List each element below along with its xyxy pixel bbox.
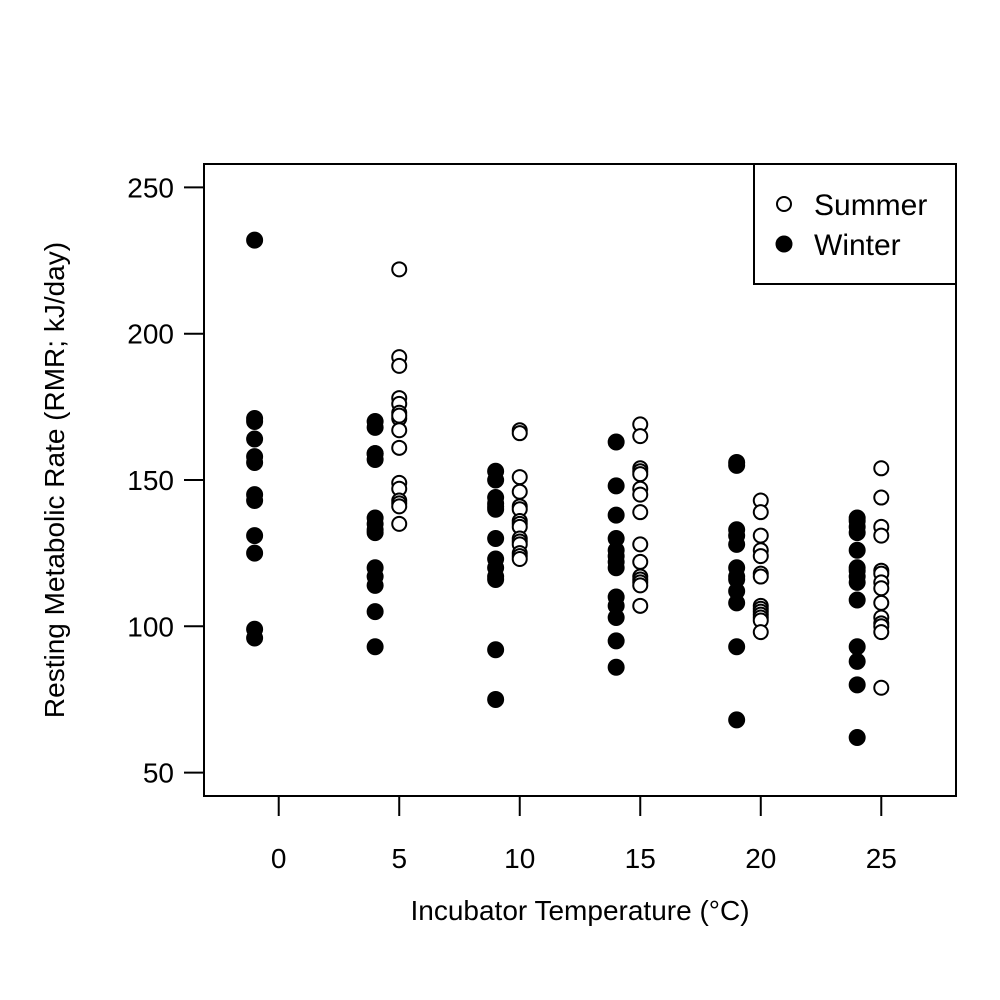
winter-point xyxy=(487,570,505,588)
legend-summer-label: Summer xyxy=(814,189,927,222)
winter-point xyxy=(246,430,264,448)
winter-point xyxy=(848,541,866,559)
winter-point xyxy=(848,676,866,694)
x-axis: 0 5 10 15 20 25 xyxy=(271,796,897,874)
winter-point xyxy=(607,559,625,577)
y-tick-label: 250 xyxy=(127,172,174,203)
summer-point xyxy=(632,536,649,553)
x-tick-label: 25 xyxy=(866,843,897,874)
summer-point xyxy=(391,498,408,515)
winter-point xyxy=(246,629,264,647)
summer-point xyxy=(873,527,890,544)
winter-point xyxy=(607,609,625,627)
legend-summer-marker xyxy=(776,196,792,212)
winter-point xyxy=(487,641,505,659)
x-tick-label: 5 xyxy=(391,843,407,874)
winter-point xyxy=(246,527,264,545)
winter-point xyxy=(728,594,746,612)
winter-point xyxy=(607,632,625,650)
summer-point xyxy=(391,515,408,532)
winter-point xyxy=(607,658,625,676)
winter-point xyxy=(848,518,866,536)
winter-point xyxy=(246,231,264,249)
y-axis-label: Resting Metabolic Rate (RMR; kJ/day) xyxy=(39,242,70,718)
winter-point xyxy=(487,690,505,708)
summer-point xyxy=(873,624,890,641)
summer-point xyxy=(752,548,769,565)
x-tick-label: 15 xyxy=(625,843,656,874)
legend-winter-marker xyxy=(775,235,793,253)
summer-point xyxy=(511,425,528,442)
summer-point xyxy=(632,553,649,570)
summer-point xyxy=(752,624,769,641)
summer-point xyxy=(752,504,769,521)
legend: Summer Winter xyxy=(753,163,957,285)
y-tick-label: 100 xyxy=(127,611,174,642)
y-axis: 50 100 150 200 250 xyxy=(127,172,204,789)
summer-point xyxy=(511,469,528,486)
y-tick-label: 200 xyxy=(127,319,174,350)
winter-point xyxy=(728,638,746,656)
winter-point xyxy=(728,456,746,474)
winter-point xyxy=(487,497,505,515)
winter-point xyxy=(366,418,384,436)
x-axis-label: Incubator Temperature (°C) xyxy=(410,895,749,926)
winter-point xyxy=(728,568,746,586)
y-tick-label: 50 xyxy=(143,758,174,789)
summer-point xyxy=(873,460,890,477)
summer-point xyxy=(873,580,890,597)
winter-point xyxy=(607,506,625,524)
summer-point xyxy=(632,504,649,521)
winter-point xyxy=(848,652,866,670)
summer-point xyxy=(391,261,408,278)
winter-point xyxy=(728,711,746,729)
summer-point xyxy=(752,568,769,585)
summer-point xyxy=(391,422,408,439)
x-tick-label: 10 xyxy=(504,843,535,874)
summer-point xyxy=(632,428,649,445)
winter-point xyxy=(246,544,264,562)
summer-point xyxy=(873,489,890,506)
summer-point xyxy=(511,483,528,500)
legend-box xyxy=(753,163,957,285)
y-tick-label: 150 xyxy=(127,465,174,496)
summer-point xyxy=(511,551,528,567)
summer-point xyxy=(391,407,408,424)
winter-point xyxy=(246,412,264,430)
legend-winter-label: Winter xyxy=(814,229,901,262)
winter-point xyxy=(366,524,384,542)
winter-point xyxy=(728,535,746,553)
winter-point xyxy=(246,491,264,509)
winter-point xyxy=(487,471,505,489)
winter-point xyxy=(366,603,384,621)
x-tick-label: 0 xyxy=(271,843,287,874)
winter-point xyxy=(366,445,384,463)
data-points xyxy=(246,231,890,746)
summer-point xyxy=(632,466,649,483)
winter-point xyxy=(487,530,505,548)
summer-point xyxy=(873,679,890,696)
winter-point xyxy=(366,576,384,594)
winter-point xyxy=(848,591,866,609)
summer-point xyxy=(752,527,769,544)
winter-point xyxy=(246,453,264,471)
summer-point xyxy=(632,577,649,594)
winter-point xyxy=(848,728,866,746)
winter-point xyxy=(366,638,384,656)
summer-point xyxy=(391,439,408,456)
winter-point xyxy=(607,477,625,495)
winter-point xyxy=(607,433,625,451)
winter-point xyxy=(848,573,866,591)
summer-point xyxy=(391,357,408,374)
summer-point xyxy=(873,594,890,611)
winter-point xyxy=(848,638,866,656)
summer-point xyxy=(632,486,649,503)
summer-point xyxy=(632,597,649,614)
x-tick-label: 20 xyxy=(745,843,776,874)
